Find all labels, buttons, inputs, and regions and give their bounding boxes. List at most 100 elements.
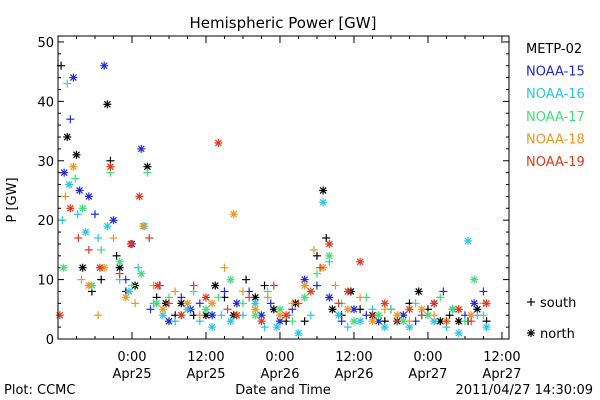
data-point-noaa-15-north (208, 311, 217, 320)
legend-entry-noaa-17: NOAA-17 (526, 110, 585, 125)
data-point-noaa-16-south (94, 234, 103, 242)
data-point-noaa-15-south (66, 115, 75, 124)
data-point-noaa-17-north (115, 257, 124, 266)
data-point-metp-02-north (319, 186, 328, 195)
data-point-noaa-19-north (95, 263, 104, 272)
data-point-noaa-17-south (127, 281, 136, 290)
data-point-noaa-19-south (269, 281, 278, 290)
plot-timestamp: 2011/04/27 14:30:09 (456, 383, 593, 398)
data-point-noaa-19-north (430, 299, 439, 308)
data-point-noaa-17-south (479, 311, 488, 320)
data-point-noaa-19-south (467, 317, 476, 326)
x-tick-label-time: 0:00 (265, 350, 294, 365)
data-point-noaa-15-north (470, 299, 479, 308)
data-point-noaa-18-north (69, 162, 78, 171)
data-point-noaa-19-south (393, 317, 402, 326)
legend-entry-noaa-19: NOAA-19 (526, 155, 585, 170)
data-point-noaa-16-north (65, 180, 74, 189)
data-point-noaa-19-north (177, 311, 186, 320)
data-point-noaa-18-north (158, 305, 167, 314)
data-point-noaa-17-south (238, 299, 247, 308)
legend-entry-noaa-16: NOAA-16 (526, 87, 585, 102)
data-point-noaa-17-south (63, 79, 72, 88)
data-point-metp-02-south (312, 251, 321, 260)
x-axis-label: Date and Time (235, 383, 331, 398)
data-point-noaa-19-north (232, 311, 241, 320)
marker-legend: south north (527, 296, 576, 342)
data-point-noaa-17-north (59, 263, 68, 272)
data-point-noaa-15-south (439, 287, 448, 296)
data-point-noaa-19-north (135, 192, 144, 201)
data-point-noaa-15-south (146, 305, 155, 314)
plot-frame (57, 35, 510, 340)
data-point-noaa-19-south (74, 234, 83, 242)
data-point-metp-02-north (328, 305, 337, 314)
data-point-noaa-15-north (60, 168, 69, 177)
data-point-noaa-19-south (84, 245, 93, 254)
data-point-noaa-18-north (300, 281, 309, 290)
data-point-metp-02-south (112, 251, 121, 260)
data-point-noaa-16-north (464, 236, 473, 245)
data-point-noaa-18-north (183, 299, 192, 308)
data-point-noaa-17-south (71, 174, 80, 183)
data-point-noaa-19-south (294, 299, 303, 308)
data-point-noaa-16-north (124, 287, 133, 296)
data-point-noaa-15-north (137, 144, 146, 153)
data-point-noaa-19-north (106, 162, 115, 171)
data-point-noaa-17-north (137, 269, 146, 278)
data-point-noaa-19-north (214, 138, 223, 147)
data-point-noaa-18-south (131, 299, 140, 308)
data-point-noaa-17-north (226, 275, 235, 284)
data-point-noaa-18-south (238, 287, 247, 296)
data-point-noaa-19-south (316, 263, 325, 272)
data-point-noaa-19-north (356, 257, 365, 266)
data-point-noaa-16-south (260, 323, 269, 332)
data-point-metp-02-south (260, 281, 269, 290)
data-points (55, 61, 491, 338)
data-point-noaa-16-north (380, 323, 389, 332)
data-point-noaa-17-north (201, 305, 210, 314)
data-point-noaa-16-south (73, 210, 82, 219)
data-point-noaa-19-north (257, 317, 266, 326)
data-point-noaa-16-south (306, 311, 315, 320)
data-point-noaa-16-north (405, 323, 414, 332)
data-point-noaa-17-south (411, 299, 420, 308)
data-point-metp-02-south (300, 317, 309, 326)
data-point-noaa-19-south (115, 269, 124, 278)
data-point-noaa-16-north (272, 323, 281, 332)
data-point-noaa-19-south (164, 299, 173, 308)
y-tick-label: 50 (37, 36, 54, 51)
data-point-noaa-15-south (177, 293, 186, 302)
data-point-noaa-15-north (84, 192, 93, 201)
y-tick-label: 30 (37, 155, 54, 170)
data-point-noaa-19-south (245, 293, 254, 302)
marker-symbol-north (527, 329, 535, 337)
data-point-noaa-18-south (61, 192, 70, 201)
data-point-noaa-18-south (195, 311, 204, 320)
data-point-metp-02-north (143, 162, 152, 171)
chart-title: Hemispheric Power [GW] (190, 14, 377, 32)
data-point-noaa-16-north (482, 323, 491, 332)
data-point-noaa-19-north (201, 293, 210, 302)
y-tick-label: 0 (46, 333, 54, 348)
data-point-noaa-16-south (171, 317, 180, 326)
data-point-noaa-17-north (325, 251, 334, 260)
data-point-noaa-16-south (58, 216, 67, 225)
x-tick-label-time: 12:00 (187, 350, 224, 365)
data-point-noaa-19-north (66, 204, 75, 213)
data-point-noaa-18-south (331, 281, 340, 290)
data-point-noaa-18-south (220, 263, 229, 272)
x-tick-label-date: Apr25 (186, 367, 225, 382)
data-point-noaa-15-north (69, 73, 78, 82)
data-point-noaa-18-south (109, 234, 118, 242)
data-point-noaa-19-south (442, 317, 451, 326)
marker-label-north: north (540, 327, 575, 342)
data-point-noaa-15-north (325, 293, 334, 302)
x-tick-label-date: Apr26 (260, 367, 299, 382)
x-tick-label-time: 0:00 (117, 350, 146, 365)
data-point-noaa-17-south (143, 168, 152, 177)
data-point-noaa-19-north (343, 287, 352, 296)
data-point-noaa-18-south (430, 311, 439, 320)
data-point-noaa-18-north (251, 305, 260, 314)
data-point-metp-02-north (414, 287, 423, 296)
